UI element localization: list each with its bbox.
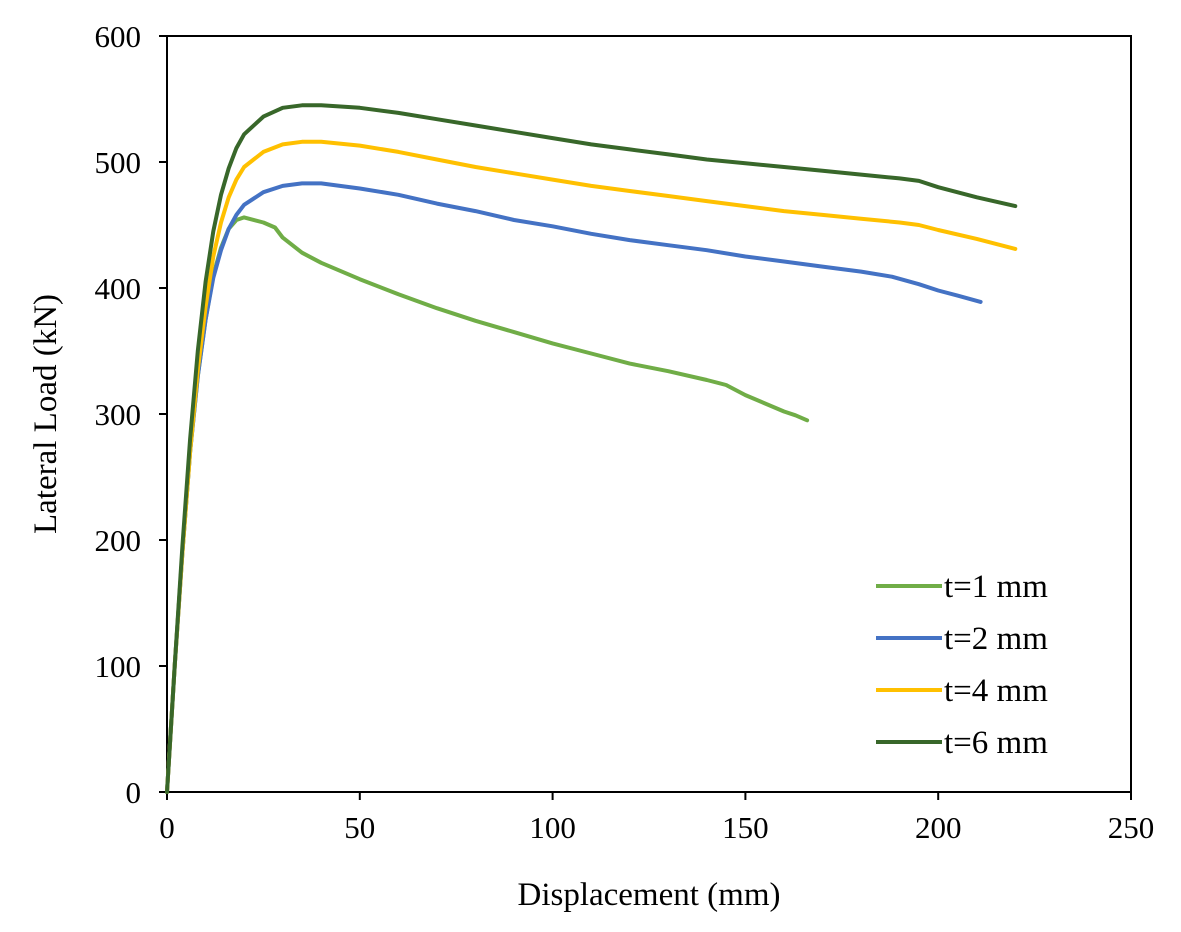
y-tick-label: 400 bbox=[95, 271, 142, 306]
x-tick-label: 50 bbox=[344, 810, 375, 845]
series-line-t-4-mm bbox=[165, 139, 1018, 794]
y-tick-label: 0 bbox=[126, 775, 142, 810]
y-tick-label: 100 bbox=[95, 649, 142, 684]
x-tick-label: 250 bbox=[1108, 810, 1155, 845]
y-axis-label: Lateral Load (kN) bbox=[28, 294, 64, 534]
axes: 0 50 100 150 200 250 0 100 200 300 400 500 600 bbox=[95, 19, 1155, 845]
y-tick-label: 500 bbox=[95, 145, 142, 180]
y-tick-label: 200 bbox=[95, 523, 142, 558]
x-tick-label: 0 bbox=[159, 810, 175, 845]
y-tick-label: 600 bbox=[95, 19, 142, 54]
legend-label: t=1 mm bbox=[944, 569, 1048, 605]
series-line-t-1-mm bbox=[165, 215, 810, 794]
x-axis-label: Displacement (mm) bbox=[517, 877, 780, 913]
legend-label: t=4 mm bbox=[944, 673, 1048, 709]
legend-label: t=6 mm bbox=[944, 725, 1048, 761]
y-tick-label: 300 bbox=[95, 397, 142, 432]
series-line-t-6-mm bbox=[165, 103, 1018, 794]
series-line-t-2-mm bbox=[165, 181, 983, 794]
legend: t=1 mm t=2 mm t=4 mm t=6 mm bbox=[876, 569, 1048, 761]
x-tick-label: 100 bbox=[529, 810, 576, 845]
legend-label: t=2 mm bbox=[944, 621, 1048, 657]
series-layer bbox=[165, 103, 1018, 794]
x-tick-label: 150 bbox=[722, 810, 769, 845]
x-tick-label: 200 bbox=[915, 810, 962, 845]
